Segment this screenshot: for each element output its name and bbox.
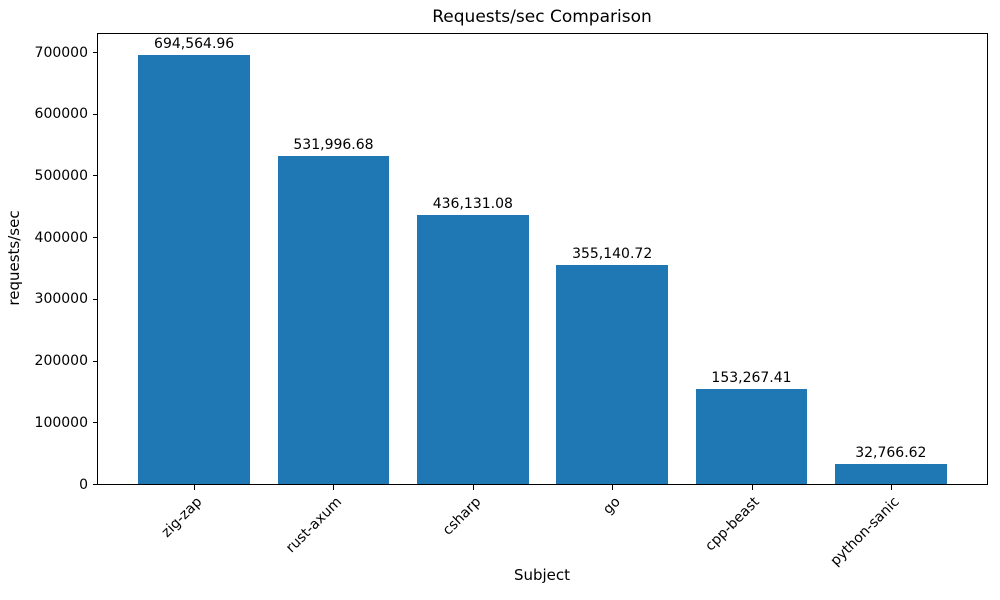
y-tick-mark (93, 422, 98, 424)
bar-value-label: 531,996.68 (293, 136, 374, 153)
y-tick-label: 700000 (34, 44, 88, 61)
y-tick-label: 0 (79, 476, 88, 493)
bar-csharp (417, 214, 529, 484)
bar-zig-zap (138, 55, 250, 484)
bar-value-label: 355,140.72 (572, 245, 653, 262)
bar-value-label: 436,131.08 (432, 195, 513, 212)
bar-value-label: 153,267.41 (711, 370, 792, 387)
x-tick-mark (612, 485, 614, 490)
x-tick-label: cpp-beast (702, 494, 763, 555)
x-tick-label: python-sanic (826, 494, 903, 570)
x-tick-label: rust-axum (282, 494, 345, 557)
y-tick-label: 100000 (34, 414, 88, 431)
x-tick-mark (472, 485, 474, 490)
x-tick-label: csharp (439, 494, 485, 539)
y-tick-mark (93, 484, 98, 485)
y-tick-label: 300000 (34, 291, 88, 308)
chart-title: Requests/sec Comparison (432, 7, 652, 27)
x-tick-mark (333, 485, 335, 490)
bar-value-label: 32,766.62 (855, 444, 927, 461)
x-tick-label: go (599, 494, 624, 518)
y-tick-label: 400000 (34, 229, 88, 246)
y-tick-mark (93, 298, 98, 300)
y-tick-label: 500000 (34, 167, 88, 184)
bar-python-sanic (835, 463, 947, 484)
y-tick-mark (93, 175, 98, 177)
y-tick-label: 600000 (34, 106, 88, 123)
y-tick-mark (93, 52, 98, 54)
y-tick-label: 200000 (34, 353, 88, 370)
bar-cpp-beast (695, 389, 808, 484)
bar-rust-axum (277, 155, 390, 484)
bar-value-label: 694,564.96 (154, 36, 235, 53)
x-tick-mark (890, 485, 892, 490)
x-tick-mark (194, 485, 196, 490)
x-tick-mark (751, 485, 753, 490)
y-tick-mark (93, 237, 98, 239)
y-tick-mark (93, 113, 98, 115)
x-axis-label: Subject (513, 566, 571, 584)
x-tick-label: zig-zap (158, 494, 206, 541)
y-tick-mark (93, 360, 98, 362)
bar-go (556, 264, 668, 484)
plot-area: 694,564.96 531,996.68 436,131.08 355,140.72… (97, 33, 988, 485)
